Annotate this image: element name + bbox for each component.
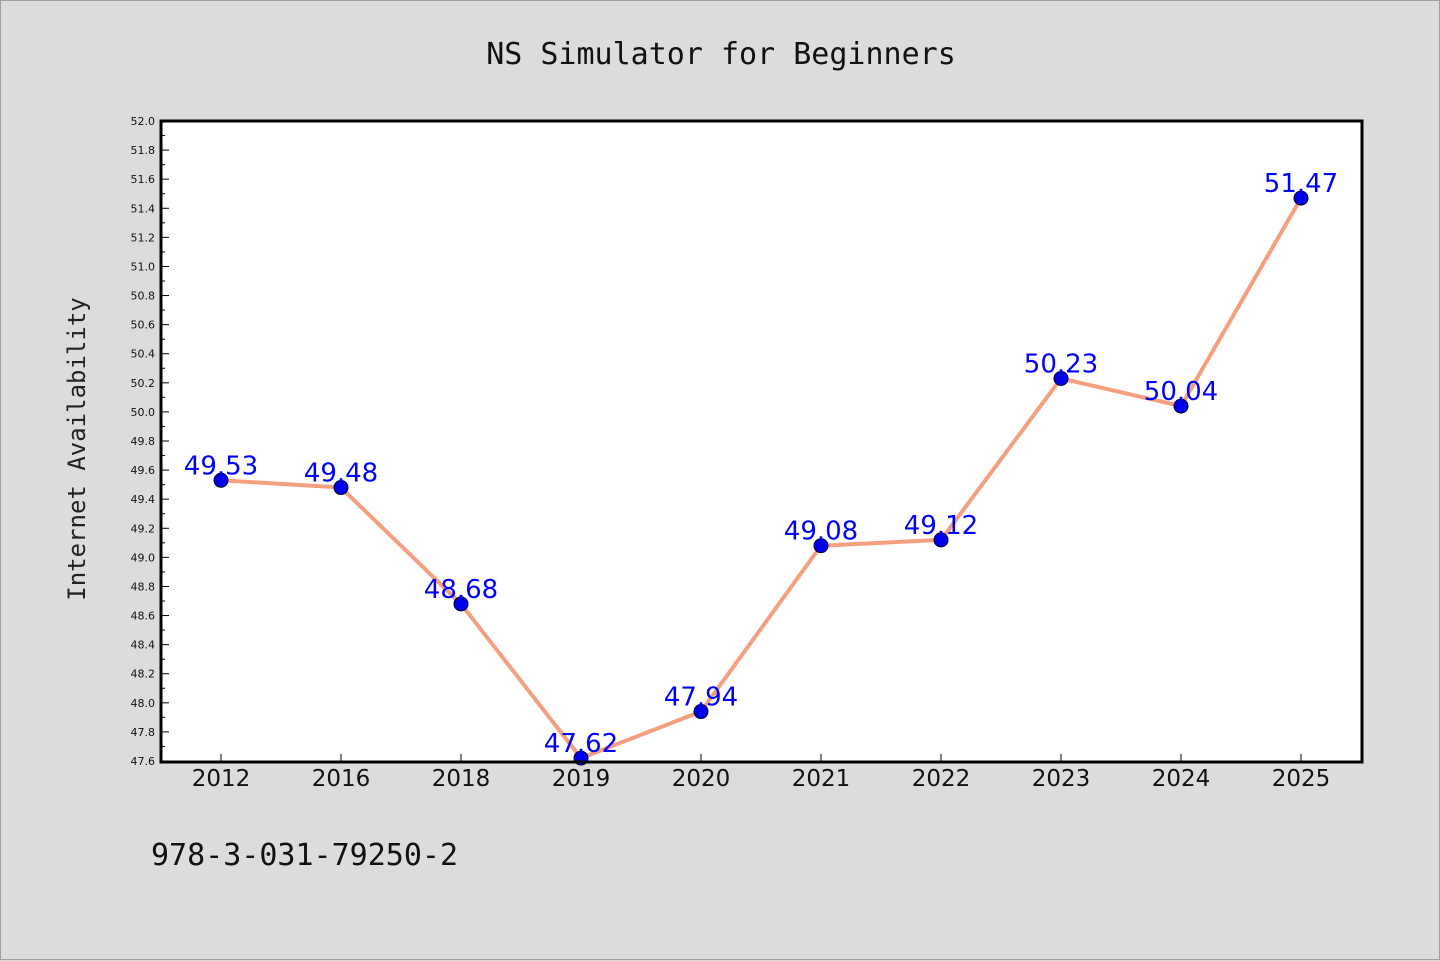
y-tick-label: 50.0 (131, 406, 156, 419)
data-markers (213, 190, 1309, 766)
data-label: 47.94 (664, 683, 738, 713)
data-point (693, 704, 709, 720)
series-line (220, 197, 1303, 761)
data-point (453, 596, 469, 612)
y-tick-label: 47.8 (131, 726, 156, 739)
data-point (333, 480, 349, 496)
data-point (1293, 190, 1309, 206)
data-label: 50.04 (1144, 377, 1218, 407)
y-tick-label: 49.0 (131, 551, 156, 564)
data-point (933, 532, 949, 548)
data-label: 51.47 (1264, 169, 1338, 199)
x-tick-label: 2021 (792, 766, 851, 792)
data-label: 48.68 (424, 575, 498, 605)
data-labels: 49.53 49.48 48.68 47.62 47.94 49.08 49.12 50.23… (184, 169, 1338, 759)
y-tick-label: 51.4 (131, 202, 156, 215)
x-tick-label: 2020 (672, 766, 731, 792)
data-point (813, 538, 829, 554)
x-tick-label: 2022 (912, 766, 971, 792)
x-tick-label: 2025 (1272, 766, 1331, 792)
data-label: 49.12 (904, 511, 978, 541)
plot-frame (159, 119, 1364, 764)
data-point (1053, 370, 1069, 386)
chart-title: NS Simulator for Beginners (486, 37, 956, 72)
data-point (213, 472, 229, 488)
y-tick-label: 49.8 (131, 435, 156, 448)
data-label: 47.62 (544, 729, 618, 759)
y-tick-label: 48.2 (131, 668, 156, 681)
y-tick-label: 49.2 (131, 522, 156, 535)
x-tick-label: 2012 (192, 766, 251, 792)
y-tick-label: 48.0 (131, 697, 156, 710)
y-tick-label: 49.4 (131, 493, 156, 506)
x-tick-label: 2018 (432, 766, 491, 792)
y-tick-label: 50.8 (131, 290, 156, 303)
y-tick-label: 51.0 (131, 260, 156, 273)
y-tick-label: 47.6 (131, 755, 156, 768)
y-tick-label: 50.6 (131, 319, 156, 332)
y-tick-label: 48.4 (131, 639, 156, 652)
y-tick-label: 51.2 (131, 231, 156, 244)
footer-isbn: 978-3-031-79250-2 (151, 838, 458, 873)
x-tick-label: 2016 (312, 766, 371, 792)
data-label: 49.53 (184, 451, 258, 481)
x-tick-label: 2019 (552, 766, 611, 792)
y-tick-label: 51.8 (131, 144, 156, 157)
plot-area (161, 121, 1362, 762)
y-tick-label: 49.6 (131, 464, 156, 477)
data-point (1173, 398, 1189, 414)
y-axis: 47.6 47.8 48.0 48.2 48.4 48.6 48.8 49.0 49.2 49.4… (131, 115, 169, 768)
x-tick-label: 2023 (1032, 766, 1091, 792)
x-tick-label: 2024 (1152, 766, 1211, 792)
y-tick-label: 48.6 (131, 610, 156, 623)
y-tick-label: 51.6 (131, 173, 156, 186)
y-tick-label: 50.4 (131, 348, 156, 361)
x-axis: 2012 2016 2018 2019 2020 2021 2022 2023 2024 2025 (192, 754, 1331, 792)
y-tick-label: 50.2 (131, 377, 156, 390)
y-tick-label: 52.0 (131, 115, 156, 128)
data-label: 49.08 (784, 517, 858, 547)
y-axis-label: Internet Availability (63, 297, 91, 600)
y-tick-label: 48.8 (131, 580, 156, 593)
data-label: 49.48 (304, 459, 378, 489)
data-label: 50.23 (1024, 349, 1098, 379)
